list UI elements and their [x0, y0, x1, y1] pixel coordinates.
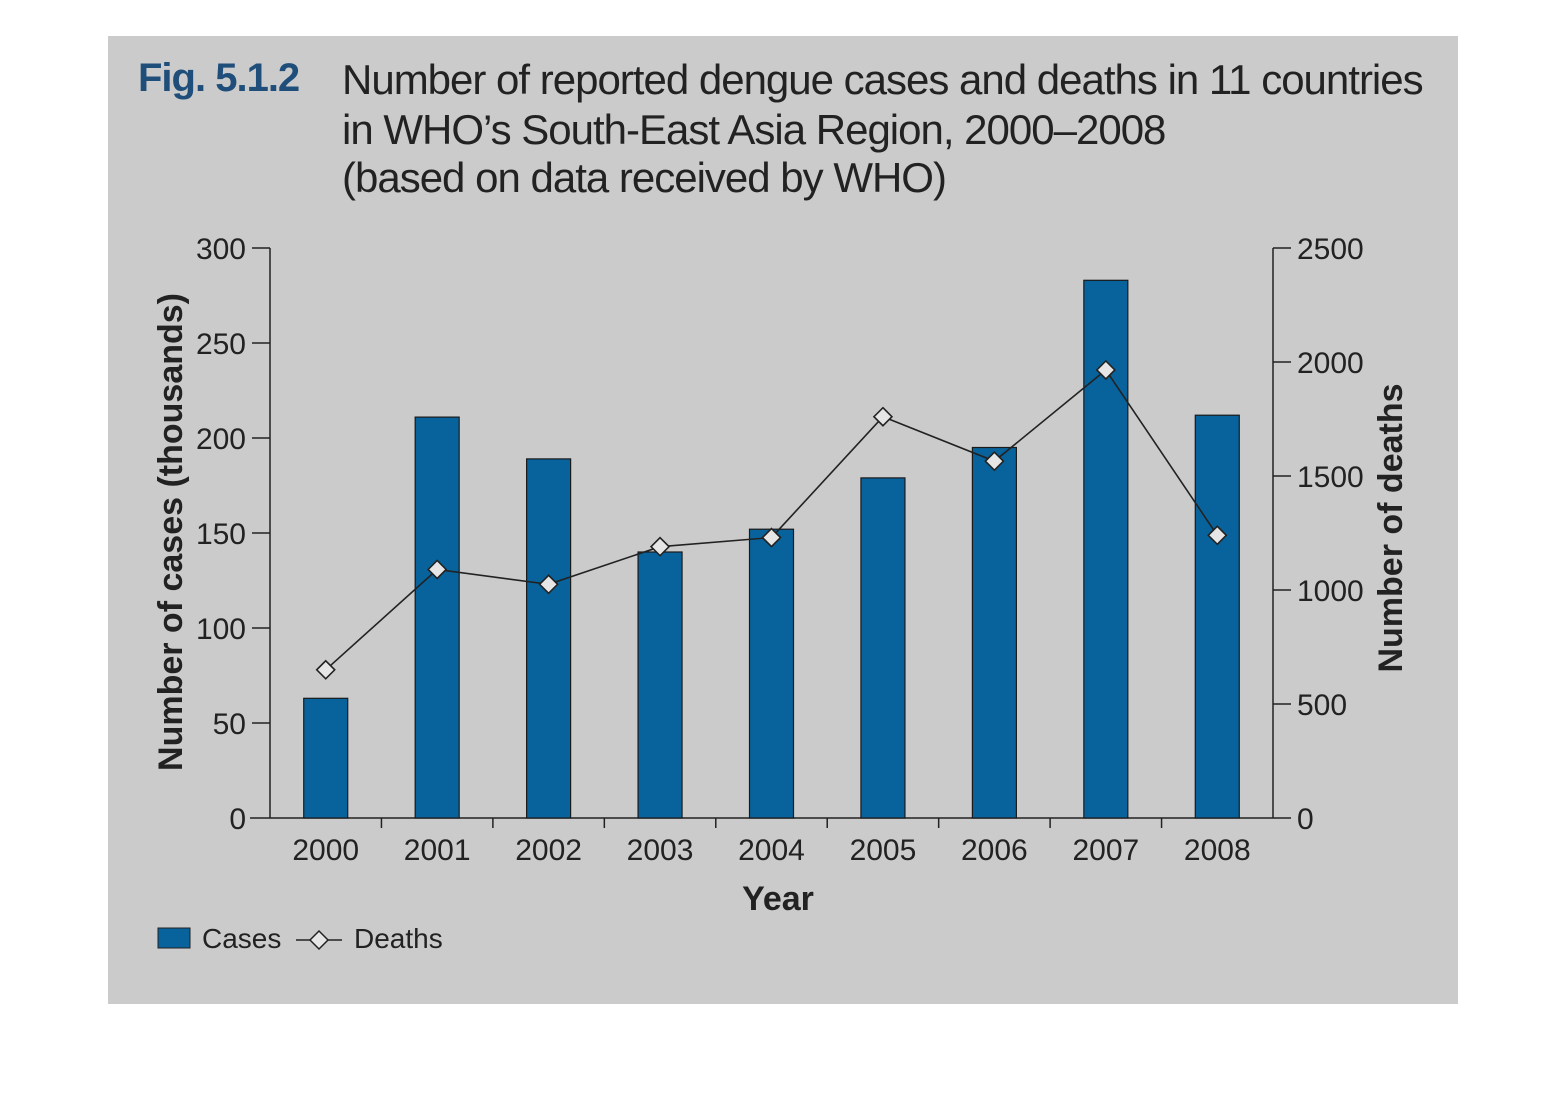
y2-tick-label: 1500 [1297, 461, 1364, 494]
bar-cases [637, 551, 683, 819]
x-tick-label: 2005 [850, 834, 917, 867]
deaths-point [984, 451, 1005, 472]
legend-cases-label: Cases [202, 923, 281, 954]
y2-tick-label: 2000 [1297, 347, 1364, 380]
y2-tick-label: 0 [1297, 803, 1314, 836]
deaths-point [1207, 525, 1228, 546]
deaths-point [315, 659, 336, 680]
x-tick-label: 2008 [1184, 834, 1251, 867]
deaths-point [1095, 359, 1116, 381]
bar-cases [414, 416, 460, 819]
legend-cases-swatch [157, 927, 191, 949]
bars [303, 279, 1240, 819]
deaths-point [649, 536, 671, 557]
axis-labels: Year Number of cases (thousands) Number … [152, 293, 1410, 918]
y-tick-label: 100 [196, 613, 246, 646]
bar-cases [1194, 414, 1240, 819]
y-tick-label: 0 [229, 803, 246, 836]
y-tick-label: 300 [196, 233, 246, 266]
x-tick-label: 2007 [1072, 834, 1139, 867]
y-tick-label: 200 [196, 423, 246, 456]
chart-title-line-2: in WHO’s South-East Asia Region, 2000–20… [342, 106, 1166, 153]
deaths-point [427, 559, 448, 580]
bar-cases [526, 458, 572, 819]
chart-title-line-3: (based on data received by WHO) [342, 154, 947, 201]
y-tick-label: 150 [196, 518, 246, 551]
y2-tick-label: 1000 [1297, 575, 1364, 608]
deaths-line-group [315, 359, 1228, 680]
y-tick-label: 250 [196, 328, 246, 361]
x-tick-label: 2002 [515, 834, 582, 867]
legend-deaths-marker [308, 929, 330, 951]
bar-cases [860, 477, 906, 819]
x-tick-label: 2004 [738, 834, 805, 867]
x-tick-label: 2000 [292, 834, 359, 867]
y2-tick-label: 500 [1297, 689, 1347, 722]
y2-axis-title: Number of deaths [1372, 383, 1410, 672]
bar-cases [971, 446, 1017, 819]
deaths-point [538, 574, 559, 595]
y-tick-label: 50 [213, 708, 246, 741]
x-tick-label: 2001 [404, 834, 471, 867]
y-axis-title: Number of cases (thousands) [152, 293, 190, 771]
legend-deaths-label: Deaths [354, 923, 443, 954]
x-tick-label: 2003 [627, 834, 694, 867]
deaths-point [872, 406, 894, 427]
y2-tick-label: 2500 [1297, 233, 1364, 266]
deaths-point [761, 527, 782, 548]
chart-title-line-1: Number of reported dengue cases and deat… [342, 56, 1424, 103]
x-axis-title: Year [742, 880, 814, 918]
x-tick-label: 2006 [961, 834, 1028, 867]
bar-cases [748, 528, 795, 819]
legend: Cases Deaths [157, 923, 443, 954]
figure-number: Fig. 5.1.2 [138, 56, 300, 100]
bar-cases [303, 697, 349, 819]
